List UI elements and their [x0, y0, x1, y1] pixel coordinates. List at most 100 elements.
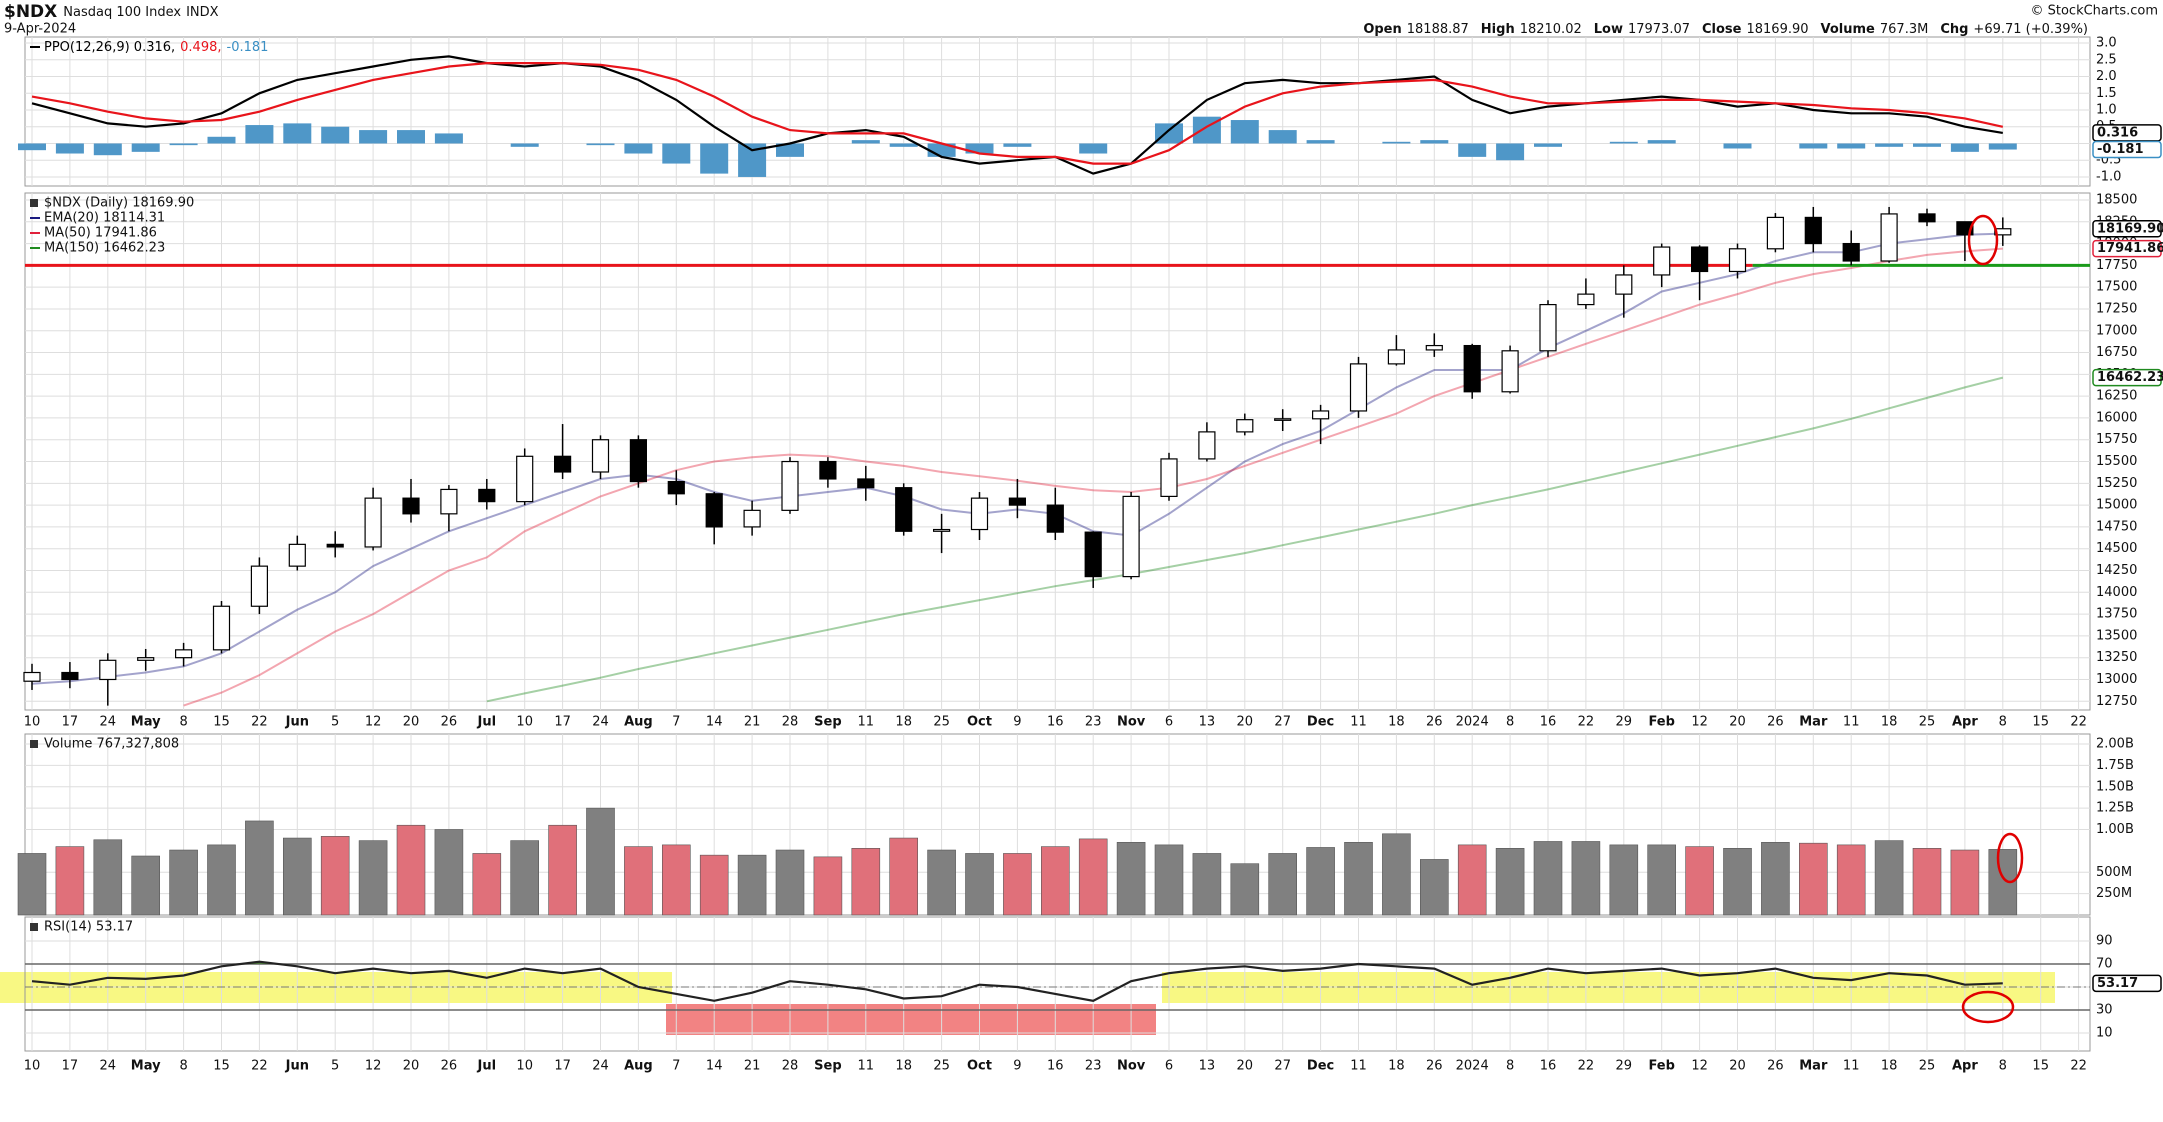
y-tick-label: 12750: [2096, 694, 2137, 709]
candle-body: [819, 460, 837, 480]
x-tick-label: 5: [331, 1059, 339, 1074]
candle-body: [1008, 497, 1027, 506]
y-tick-label: 30: [2096, 1002, 2113, 1017]
candle-body: [326, 543, 344, 548]
x-tick-label: 11: [858, 1059, 875, 1074]
histogram-bar: [1079, 143, 1108, 154]
candle-body: [137, 657, 155, 661]
y-tick-label: 2.00B: [2096, 737, 2134, 752]
x-tick-label: Dec: [1307, 715, 1334, 730]
volume-bar: [358, 840, 388, 916]
histogram-bar: [1534, 143, 1562, 147]
x-tick-label: 24: [100, 715, 117, 730]
histogram-bar: [434, 133, 463, 144]
x-tick-label: Nov: [1117, 715, 1146, 730]
x-tick-label: 26: [1767, 1059, 1784, 1074]
candle-body: [175, 649, 193, 659]
legend: EMA(20) 18114.31: [44, 211, 165, 226]
y-tick-label: 1.50B: [2096, 779, 2134, 794]
x-tick-label: 7: [672, 1059, 680, 1074]
x-tick-label: Nov: [1117, 1059, 1146, 1074]
quote: Open 18188.87 High 18210.02 Low 17973.07 Close…: [1363, 22, 2088, 37]
volume-bar: [1912, 848, 1942, 916]
x-tick-label: 25: [1919, 1059, 1936, 1074]
volume-bar: [586, 807, 615, 916]
volume-bar: [1116, 842, 1146, 916]
x-tick-label: 18: [1881, 1059, 1898, 1074]
candle-body: [781, 460, 799, 511]
candle-body: [1387, 349, 1406, 365]
y-tick-label: 13250: [2096, 650, 2137, 665]
volume-bar: [1344, 842, 1373, 916]
x-tick-label: 26: [1426, 715, 1443, 730]
circle-annotation: [1996, 832, 2024, 884]
x-tick-label: 21: [744, 715, 761, 730]
x-tick-label: 22: [251, 1059, 268, 1074]
last-value-label: 0.316: [2097, 125, 2138, 140]
y-tick-label: 16250: [2096, 389, 2137, 404]
legend: MA(150) 16462.23: [44, 241, 165, 256]
y-tick-label: 90: [2096, 934, 2113, 949]
candle-body: [895, 487, 913, 532]
last-value-label: -0.181: [2097, 142, 2144, 157]
candle-body: [1766, 216, 1785, 250]
volume-bar: [1495, 848, 1525, 916]
histogram-bar: [1420, 140, 1449, 144]
x-tick-label: Oct: [967, 1059, 992, 1074]
volume-bar: [1950, 849, 1980, 916]
x-tick-label: 23: [1085, 1059, 1102, 1074]
candle-body: [61, 671, 79, 681]
x-tick-label: 24: [592, 1059, 609, 1074]
x-tick-label: 11: [1350, 715, 1367, 730]
candle-body: [857, 478, 875, 489]
volume-bar: [1761, 842, 1790, 916]
volume-bar: [775, 849, 805, 916]
x-tick-label: 8: [1999, 715, 2007, 730]
histogram-bar: [1306, 140, 1335, 144]
x-tick-label: 22: [2070, 1059, 2087, 1074]
legend-swatch: [30, 199, 38, 207]
legend: PPO(12,26,9) 0.316, 0.498, -0.181: [44, 40, 268, 55]
y-tick-label: 1.75B: [2096, 758, 2134, 773]
x-tick-label: 12: [365, 1059, 382, 1074]
x-tick-label: 16: [1047, 1059, 1064, 1074]
y-tick-label: 1.00B: [2096, 822, 2134, 837]
y-tick-label: 13750: [2096, 607, 2137, 622]
candle-body: [364, 497, 382, 548]
volume-bar: [207, 844, 236, 916]
x-tick-label: 29: [1616, 1059, 1633, 1074]
histogram-bar: [1988, 143, 2017, 150]
volume-bar: [1078, 838, 1108, 916]
panel-frame: [24, 192, 2091, 711]
x-tick-label: 11: [858, 715, 875, 730]
index-name: Nasdaq 100 Index: [63, 5, 181, 20]
x-tick-label: 11: [1350, 1059, 1367, 1074]
x-tick-label: Apr: [1952, 715, 1978, 730]
y-tick-label: 15250: [2096, 476, 2137, 491]
moving-average: [183, 247, 2003, 707]
histogram-bar: [1382, 141, 1411, 144]
x-tick-label: 25: [1919, 715, 1936, 730]
x-tick-label: 16: [1540, 1059, 1557, 1074]
candle-body: [1690, 246, 1709, 273]
x-tick-label: Aug: [624, 1059, 653, 1074]
x-tick-label: Jun: [285, 1059, 309, 1074]
volume-bar: [1041, 846, 1070, 916]
y-tick-label: 16000: [2096, 410, 2137, 425]
volume-bar: [965, 853, 994, 916]
x-tick-label: Mar: [1799, 715, 1828, 730]
quote-value: 18210.02: [1520, 22, 1582, 37]
volume-bar: [17, 853, 47, 916]
candle-body: [1577, 293, 1595, 306]
chart-date: 9-Apr-2024: [4, 22, 76, 37]
legend: MA(50) 17941.86: [44, 226, 157, 241]
highlight-band: [0, 972, 672, 1003]
x-tick-label: Feb: [1648, 715, 1674, 730]
candle-body: [553, 455, 572, 473]
y-tick-label: 1.0: [2096, 102, 2117, 117]
y-tick-label: 13000: [2096, 672, 2137, 687]
x-tick-label: 20: [1237, 1059, 1254, 1074]
last-value-label: 16462.23: [2097, 370, 2163, 385]
histogram-bar: [207, 136, 236, 144]
